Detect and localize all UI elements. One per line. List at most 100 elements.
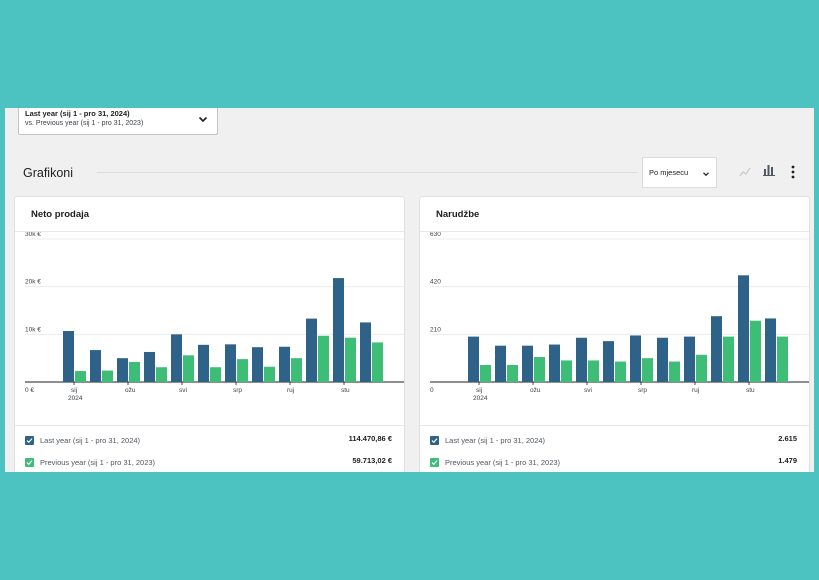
section-divider (97, 172, 637, 173)
bar-current-ožu[interactable] (117, 358, 128, 382)
bar-current-velj[interactable] (495, 345, 506, 382)
legend-total: 59.713,02 € (352, 456, 392, 465)
bar-current-lip[interactable] (603, 341, 614, 382)
chevron-down-icon (702, 170, 710, 180)
bar-current-tra[interactable] (549, 344, 560, 382)
legend-label: Last year (sij 1 - pro 31, 2024) (40, 435, 141, 445)
x-tick-label: stu (341, 387, 350, 394)
bar-previous-srp[interactable] (237, 359, 248, 382)
bar-current-kol[interactable] (252, 347, 263, 382)
bar-previous-pro[interactable] (372, 342, 383, 382)
chart-legend: Last year (sij 1 - pro 31, 2024) 114.470… (15, 425, 404, 470)
y-tick-label: 630 (430, 232, 441, 238)
chart-card-narudzbe: Narudžbe 0 210 420 630 sij 2024 ožu svi srp ruj st… (419, 196, 810, 472)
chart-plot: 0 € 10k € 20k € 30k € sij 2024 ožu svi srp ruj stu (15, 232, 404, 422)
x-tick-label: sij (476, 387, 482, 394)
bar-previous-stu[interactable] (345, 337, 356, 382)
bar-current-stu[interactable] (738, 275, 749, 382)
bar-current-kol[interactable] (657, 337, 668, 382)
chart-title: Narudžbe (420, 197, 809, 232)
y-tick-label: 0 (430, 387, 434, 394)
bar-previous-sij[interactable] (480, 364, 491, 382)
legend-item-previous[interactable]: Previous year (sij 1 - pro 31, 2023) 1.4… (420, 448, 809, 470)
bar-previous-lip[interactable] (210, 367, 221, 382)
bar-previous-ožu[interactable] (129, 361, 140, 382)
analytics-panel: Last year (sij 1 - pro 31, 2024) vs. Pre… (5, 108, 814, 472)
legend-item-current[interactable]: Last year (sij 1 - pro 31, 2024) 114.470… (15, 426, 404, 448)
bar-current-ožu[interactable] (522, 345, 533, 382)
more-options-icon[interactable] (791, 165, 795, 184)
bar-chart-icon[interactable] (763, 163, 776, 181)
legend-item-current[interactable]: Last year (sij 1 - pro 31, 2024) 2.615 (420, 426, 809, 448)
x-tick-label: 2024 (473, 395, 488, 402)
bar-current-ruj[interactable] (279, 346, 290, 382)
date-range-main: Last year (sij 1 - pro 31, 2024) (25, 109, 130, 118)
bar-previous-srp[interactable] (642, 358, 653, 382)
legend-item-previous[interactable]: Previous year (sij 1 - pro 31, 2023) 59.… (15, 448, 404, 470)
interval-value: Po mjesecu (649, 168, 689, 177)
bar-previous-svi[interactable] (183, 355, 194, 382)
bar-previous-velj[interactable] (102, 370, 113, 382)
bar-previous-tra[interactable] (561, 360, 572, 382)
bar-current-stu[interactable] (333, 278, 344, 382)
bar-previous-kol[interactable] (669, 361, 680, 382)
x-tick-label: svi (179, 387, 187, 394)
bar-previous-sij[interactable] (75, 371, 86, 382)
bar-current-lip[interactable] (198, 344, 209, 382)
checkbox-checked-icon (25, 457, 34, 467)
bar-current-srp[interactable] (225, 344, 236, 382)
legend-label: Previous year (sij 1 - pro 31, 2023) (40, 457, 156, 467)
x-tick-label: ožu (530, 387, 541, 394)
bar-previous-svi[interactable] (588, 360, 599, 382)
x-tick-label: srp (233, 387, 242, 394)
bar-current-svi[interactable] (171, 334, 182, 382)
legend-label: Last year (sij 1 - pro 31, 2024) (445, 435, 546, 445)
bar-current-sij[interactable] (468, 336, 479, 382)
bar-current-tra[interactable] (144, 351, 155, 382)
x-tick-label: ruj (692, 387, 699, 394)
bar-previous-ruj[interactable] (696, 354, 707, 382)
bar-previous-kol[interactable] (264, 366, 275, 382)
bar-current-pro[interactable] (765, 318, 776, 382)
bar-previous-lis[interactable] (318, 335, 329, 382)
checkbox-checked-icon (430, 457, 439, 467)
y-tick-label: 210 (430, 326, 441, 333)
bar-previous-ruj[interactable] (291, 358, 302, 382)
bar-previous-pro[interactable] (777, 336, 788, 382)
interval-select[interactable]: Po mjesecu (642, 157, 717, 188)
checkbox-checked-icon (430, 435, 439, 445)
legend-total: 1.479 (778, 456, 797, 465)
bar-previous-velj[interactable] (507, 364, 518, 382)
bar-current-pro[interactable] (360, 322, 371, 382)
chart-plot: 0 210 420 630 sij 2024 ožu svi srp ruj stu (420, 232, 809, 422)
x-tick-label: stu (746, 387, 755, 394)
chart-legend: Last year (sij 1 - pro 31, 2024) 2.615 P… (420, 425, 809, 470)
y-tick-label: 10k € (25, 326, 41, 333)
legend-total: 114.470,86 € (348, 434, 392, 443)
bar-previous-lip[interactable] (615, 361, 626, 382)
bar-previous-tra[interactable] (156, 367, 167, 382)
y-tick-label: 420 (430, 279, 441, 286)
bar-previous-stu[interactable] (750, 320, 761, 382)
chevron-down-icon (197, 112, 209, 130)
line-chart-icon[interactable] (739, 165, 751, 183)
date-range-selector[interactable]: Last year (sij 1 - pro 31, 2024) vs. Pre… (18, 108, 218, 135)
y-tick-label: 20k € (25, 279, 41, 286)
legend-total: 2.615 (778, 434, 797, 443)
bar-previous-ožu[interactable] (534, 357, 545, 382)
bar-current-velj[interactable] (90, 350, 101, 382)
bar-current-ruj[interactable] (684, 336, 695, 382)
bar-previous-lis[interactable] (723, 336, 734, 382)
bar-current-svi[interactable] (576, 337, 587, 382)
x-tick-label: svi (584, 387, 592, 394)
bar-current-lis[interactable] (306, 318, 317, 382)
legend-label: Previous year (sij 1 - pro 31, 2023) (445, 457, 561, 467)
bar-current-srp[interactable] (630, 335, 641, 382)
bar-current-sij[interactable] (63, 330, 74, 382)
section-title: Grafikoni (23, 166, 74, 180)
y-tick-label: 30k € (25, 232, 41, 238)
x-tick-label: ožu (125, 387, 136, 394)
bar-current-lis[interactable] (711, 316, 722, 382)
